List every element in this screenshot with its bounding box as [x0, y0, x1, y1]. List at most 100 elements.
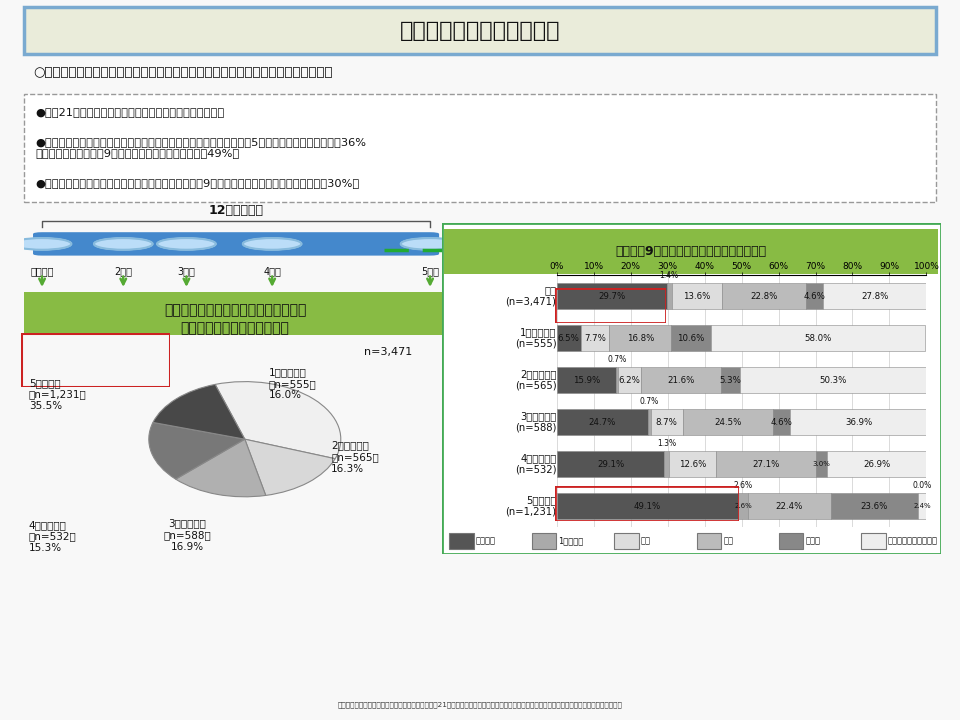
Text: ●禁煙外来等において、ニコチン依存症の治療を受けた人の中で、全5回の治療を完遂した人が約36%
　であり、このうち、9か月後まで禁煙が続いたのは約49%。: ●禁煙外来等において、ニコチン依存症の治療を受けた人の中で、全5回の治療を完遂し…: [35, 137, 366, 158]
Text: 2回目: 2回目: [114, 266, 132, 276]
Bar: [557, 283, 666, 309]
Bar: [716, 451, 816, 477]
Text: ●平成21年度に、診療報酬改定の結果検証の調査を実施。: ●平成21年度に、診療報酬改定の結果検証の調査を実施。: [35, 107, 225, 117]
Bar: [738, 493, 748, 519]
Text: 出典：診療報酬改定結果検証に係る特別調査（平成21年度調査）ニコチン依存症管理料算定保険医療機関における禁煙成功率の実態調査報告書: 出典：診療報酬改定結果検証に係る特別調査（平成21年度調査）ニコチン依存症管理料…: [338, 701, 622, 708]
Bar: [669, 451, 716, 477]
Text: 2.6%: 2.6%: [734, 503, 752, 509]
Text: 指導中止時に禁煙失敗: 指導中止時に禁煙失敗: [888, 536, 938, 545]
Text: 1回目で中止
（n=555）
16.0%: 1回目で中止 （n=555） 16.0%: [269, 367, 317, 400]
Bar: [824, 283, 926, 309]
Circle shape: [400, 238, 460, 250]
Bar: [830, 493, 918, 519]
FancyBboxPatch shape: [444, 229, 938, 274]
Text: ●ニコチン依存症の治療を受けた人全体の中で、治療9か月後に禁煙できていた人は全体の約30%。: ●ニコチン依存症の治療を受けた人全体の中で、治療9か月後に禁煙できていた人は全体…: [35, 178, 359, 188]
Text: 0.0%: 0.0%: [913, 482, 932, 490]
Text: 9か月
後: 9か月 後: [885, 237, 912, 267]
Text: 58.0%: 58.0%: [804, 333, 831, 343]
Text: 12週間の治療: 12週間の治療: [208, 204, 264, 217]
Circle shape: [243, 238, 301, 250]
Text: 2回目で中止
（n=565）
16.3%: 2回目で中止 （n=565） 16.3%: [331, 441, 379, 474]
Bar: [664, 451, 669, 477]
Text: 3.0%: 3.0%: [812, 461, 830, 467]
Text: 無回答: 無回答: [805, 536, 821, 545]
Text: ニコチン依存症の治療効果: ニコチン依存症の治療効果: [399, 21, 561, 40]
Text: 3回目: 3回目: [178, 266, 196, 276]
Text: （治療の完遂と中断の状況）: （治療の完遂と中断の状況）: [180, 321, 290, 336]
Bar: [557, 409, 648, 435]
Bar: [827, 451, 926, 477]
Text: 29.7%: 29.7%: [598, 292, 625, 300]
Bar: [790, 409, 926, 435]
Text: 1週間禁煙: 1週間禁煙: [559, 536, 584, 545]
Text: 全体
(n=3,471): 全体 (n=3,471): [506, 285, 557, 307]
Wedge shape: [153, 384, 245, 439]
Text: 26.9%: 26.9%: [863, 459, 890, 469]
Text: 22.4%: 22.4%: [776, 502, 803, 510]
Text: 失敗: 失敗: [641, 536, 651, 545]
Wedge shape: [215, 382, 341, 459]
FancyBboxPatch shape: [779, 534, 804, 549]
Bar: [651, 409, 683, 435]
Text: 29.1%: 29.1%: [597, 459, 624, 469]
Bar: [557, 325, 581, 351]
Text: n=3,471: n=3,471: [365, 346, 413, 356]
Bar: [618, 367, 641, 393]
Bar: [816, 451, 827, 477]
Text: 3回目で中止
（n=588）
16.9%: 3回目で中止 （n=588） 16.9%: [163, 518, 211, 552]
Wedge shape: [176, 439, 266, 497]
Bar: [774, 409, 790, 435]
Text: 4回目で中止
(n=532): 4回目で中止 (n=532): [515, 454, 557, 475]
Text: 1.4%: 1.4%: [660, 271, 679, 281]
Text: ニコチン依存症管理料算定回数の状況: ニコチン依存症管理料算定回数の状況: [164, 302, 306, 317]
Text: 不明: 不明: [723, 536, 733, 545]
Text: 7.7%: 7.7%: [584, 333, 606, 343]
Text: 禁煙継続: 禁煙継続: [476, 536, 496, 545]
Text: 10.6%: 10.6%: [677, 333, 705, 343]
Text: 4.6%: 4.6%: [771, 418, 793, 426]
Bar: [740, 367, 926, 393]
Bar: [683, 409, 774, 435]
Text: ○　ニコチン依存症の治療によって、一定の割合で禁煙することに成功している。: ○ ニコチン依存症の治療によって、一定の割合で禁煙することに成功している。: [33, 66, 332, 79]
Text: 6.2%: 6.2%: [618, 376, 640, 384]
Text: 36.9%: 36.9%: [845, 418, 873, 426]
FancyBboxPatch shape: [24, 292, 446, 335]
Text: 5回目終了
(n=1,231): 5回目終了 (n=1,231): [505, 495, 557, 517]
Bar: [557, 367, 615, 393]
FancyBboxPatch shape: [442, 223, 941, 554]
Text: 2.6%: 2.6%: [733, 482, 753, 490]
Text: 49.1%: 49.1%: [634, 502, 661, 510]
FancyBboxPatch shape: [24, 7, 936, 54]
Wedge shape: [149, 423, 245, 479]
Text: 4回目: 4回目: [263, 266, 281, 276]
Text: 15.9%: 15.9%: [572, 376, 600, 384]
FancyBboxPatch shape: [614, 534, 638, 549]
Bar: [671, 325, 710, 351]
FancyBboxPatch shape: [864, 223, 933, 281]
Text: 治療終了9ヶ月後の禁煙状況（算定回数別）: 治療終了9ヶ月後の禁煙状況（算定回数別）: [615, 245, 767, 258]
Bar: [648, 409, 651, 435]
Text: 21.6%: 21.6%: [667, 376, 695, 384]
Text: 27.1%: 27.1%: [752, 459, 780, 469]
FancyBboxPatch shape: [697, 534, 721, 549]
Wedge shape: [245, 439, 335, 495]
Circle shape: [94, 238, 153, 250]
Text: 4回目で中止
（n=532）
15.3%: 4回目で中止 （n=532） 15.3%: [29, 520, 77, 553]
FancyBboxPatch shape: [532, 534, 556, 549]
FancyBboxPatch shape: [33, 232, 439, 256]
Text: 0.7%: 0.7%: [639, 397, 659, 407]
Text: 22.8%: 22.8%: [751, 292, 778, 300]
Text: 13.6%: 13.6%: [684, 292, 710, 300]
Text: 3回目で中止
(n=588): 3回目で中止 (n=588): [516, 411, 557, 433]
Text: 5回目: 5回目: [421, 266, 439, 276]
Text: 12.6%: 12.6%: [679, 459, 707, 469]
Text: 0.7%: 0.7%: [608, 356, 627, 364]
Bar: [610, 325, 671, 351]
FancyBboxPatch shape: [24, 94, 936, 202]
Bar: [581, 325, 610, 351]
Text: 23.6%: 23.6%: [860, 502, 888, 510]
Bar: [557, 493, 738, 519]
Bar: [918, 493, 926, 519]
Text: 1回目で中止
(n=555): 1回目で中止 (n=555): [515, 327, 557, 349]
Text: 5回目終了
（n=1,231）
35.5%: 5回目終了 （n=1,231） 35.5%: [29, 378, 86, 411]
